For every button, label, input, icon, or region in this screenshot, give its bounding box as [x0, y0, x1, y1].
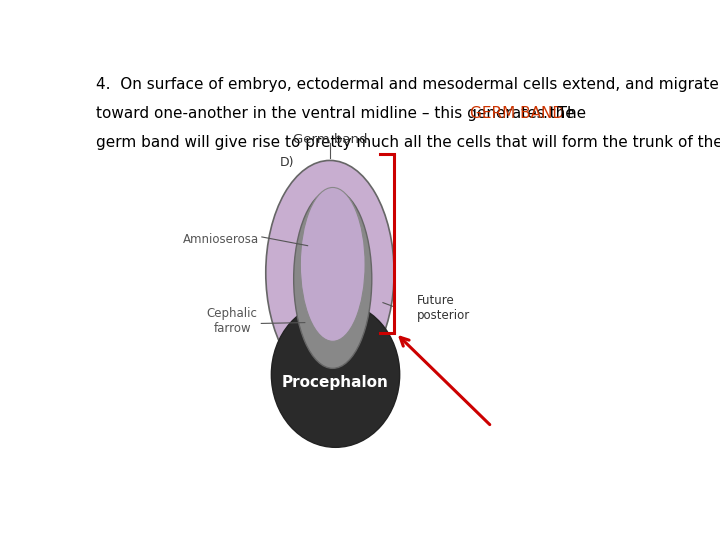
- Text: Germ band: Germ band: [293, 133, 367, 146]
- Ellipse shape: [266, 160, 394, 385]
- Text: Future
posterior: Future posterior: [416, 294, 469, 322]
- Text: 4.  On surface of embryo, ectodermal and mesodermal cells extend, and migrate: 4. On surface of embryo, ectodermal and …: [96, 77, 719, 92]
- Text: Procephalon: Procephalon: [282, 375, 389, 390]
- Ellipse shape: [271, 302, 400, 447]
- Text: Amnioserosa: Amnioserosa: [183, 233, 259, 246]
- Text: Cephalic
farrow: Cephalic farrow: [207, 307, 258, 334]
- Ellipse shape: [300, 187, 365, 341]
- Ellipse shape: [294, 190, 372, 368]
- Text: germ band will give rise to pretty much all the cells that will form the trunk o: germ band will give rise to pretty much …: [96, 136, 720, 151]
- Text: .  The: . The: [544, 106, 587, 122]
- Text: GERM BAND: GERM BAND: [470, 106, 564, 122]
- Text: D): D): [280, 156, 294, 169]
- Text: toward one-another in the ventral midline – this generates the: toward one-another in the ventral midlin…: [96, 106, 579, 122]
